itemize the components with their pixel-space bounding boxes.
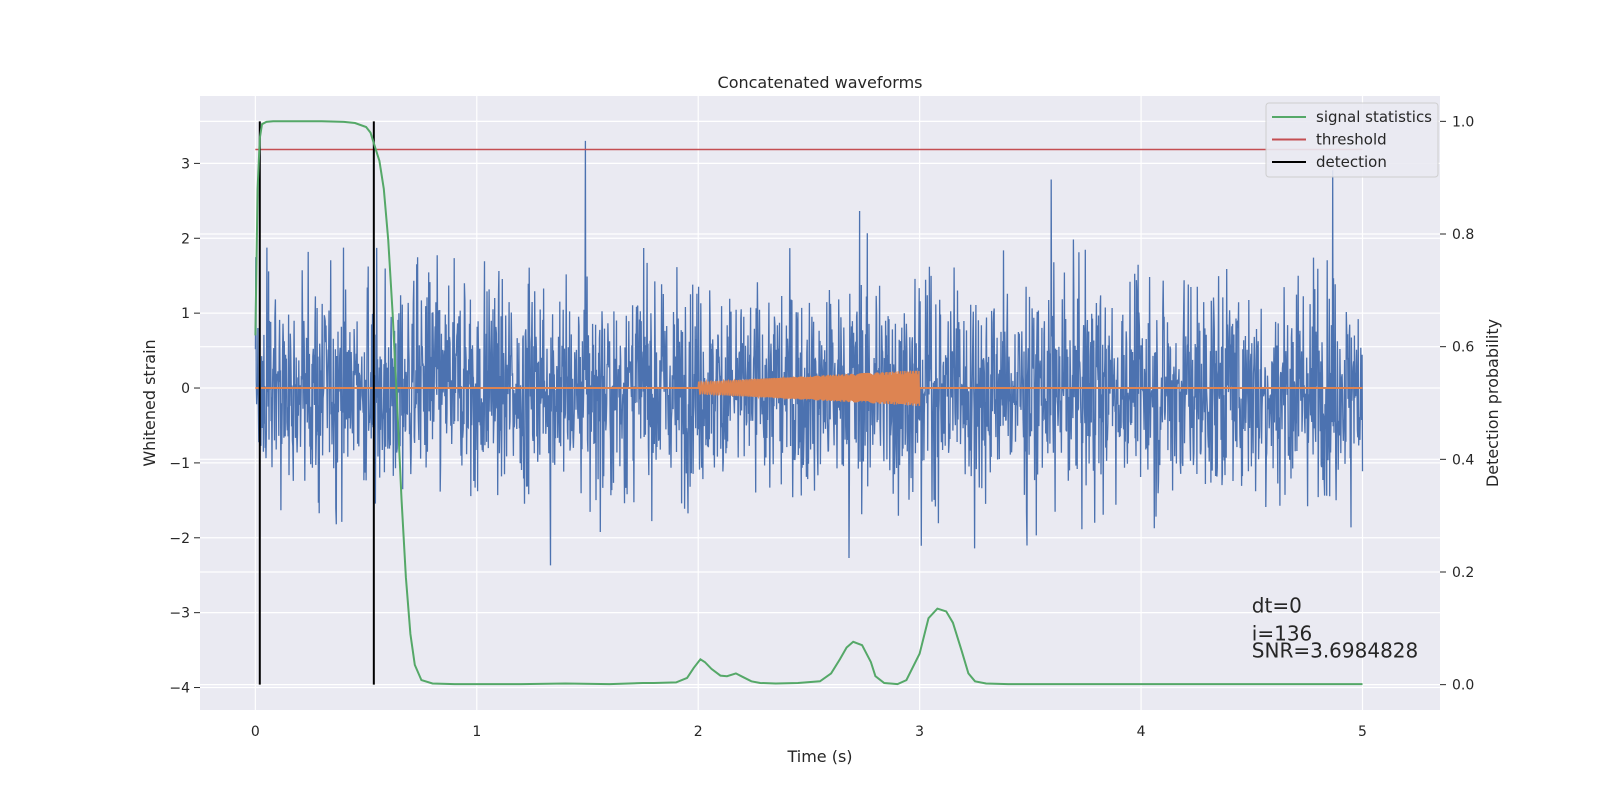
y2-axis-label: Detection probability [1483,319,1502,487]
y2-tick-label: 0.0 [1452,678,1474,694]
y2-tick-label: 0.2 [1452,565,1474,581]
injection-chirp [697,370,921,406]
y-tick-label: −1 [169,456,190,472]
chart-title: Concatenated waveforms [718,73,923,92]
y-axis-ticks: −4 −3 −2 −1 0 1 2 3 [169,156,200,697]
y2-tick-label: 0.6 [1452,340,1474,356]
y-tick-label: −2 [169,531,190,547]
legend-label-detection: detection [1316,153,1387,171]
x-tick-label: 4 [1137,724,1146,740]
annotation-text: SNR=3.6984828 [1252,639,1418,663]
annotation-text: i=136 [1252,621,1313,645]
series-statistic [254,120,1363,686]
x-axis-ticks: 0 1 2 3 4 5 [251,724,1367,740]
legend-label-threshold: threshold [1316,131,1387,149]
y2-tick-label: 1.0 [1452,114,1474,130]
series-injection [255,370,1363,406]
y-axis-label: Whitened strain [140,339,159,466]
y-tick-label: 3 [181,156,190,172]
legend-label-statistic: signal statistics [1316,108,1432,126]
y-tick-label: 1 [181,306,190,322]
y2-tick-label: 0.8 [1452,227,1474,243]
x-axis-label: Time (s) [786,747,852,766]
series-detection [258,121,375,685]
y-tick-label: 2 [181,231,190,247]
legend: signal statistics threshold detection [1265,102,1439,178]
x-tick-label: 2 [694,724,703,740]
legend-box [1265,102,1439,178]
x-tick-label: 1 [472,724,481,740]
annotation-text: dt=0 [1252,594,1302,618]
statistic-line [254,120,1363,686]
y-tick-label: 0 [181,381,190,397]
y-tick-label: −4 [169,681,190,697]
y2-tick-label: 0.4 [1452,452,1474,468]
y-tick-label: −3 [169,606,190,622]
x-tick-label: 3 [915,724,924,740]
y2-axis-ticks: 0.0 0.2 0.4 0.6 0.8 1.0 [1440,114,1474,694]
x-tick-label: 0 [251,724,260,740]
x-tick-label: 5 [1358,724,1367,740]
